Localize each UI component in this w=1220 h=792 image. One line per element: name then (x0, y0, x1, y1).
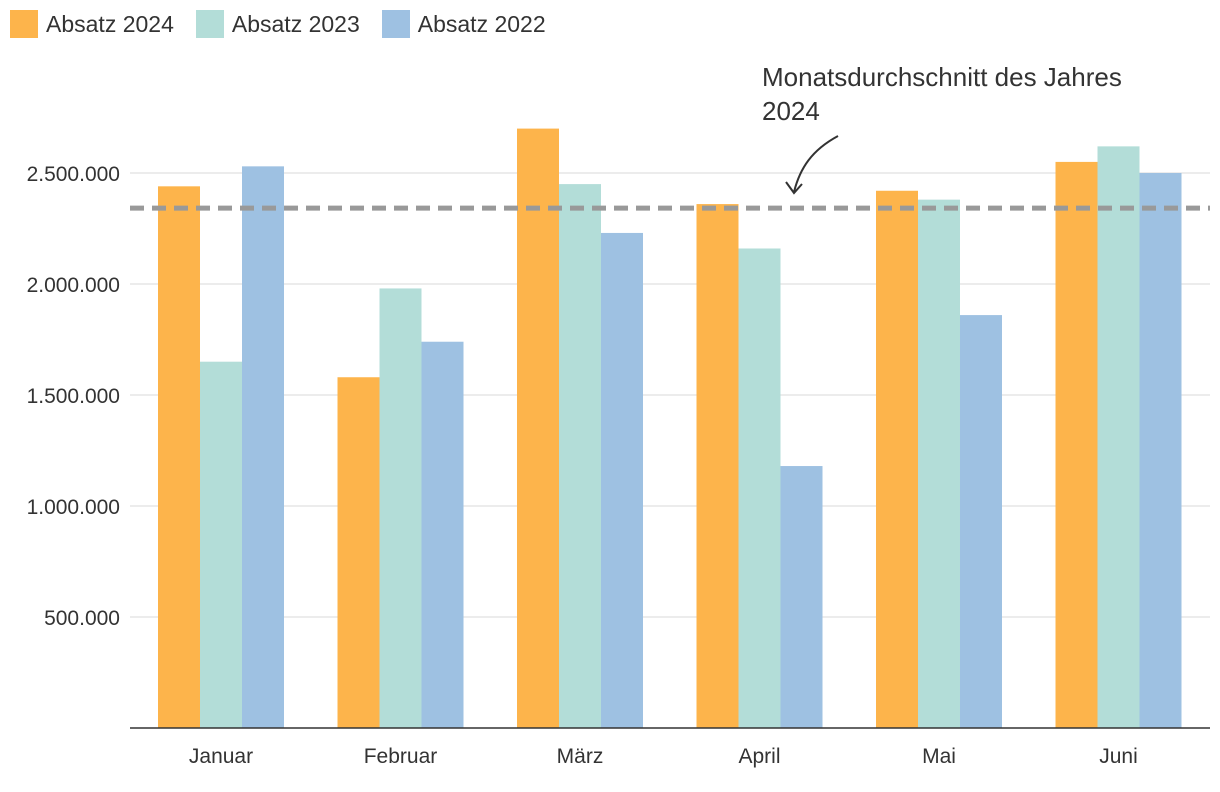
bar-februar-2022[interactable] (421, 341, 464, 728)
legend-swatch-2024 (10, 10, 38, 38)
legend-label-2024: Absatz 2024 (46, 10, 174, 37)
bar-märz-2024[interactable] (517, 128, 559, 729)
bar-mai-2024[interactable] (876, 190, 918, 728)
annotation-arrow (793, 135, 839, 193)
annotation-line-1: Monatsdurchschnitt des Jahres (762, 62, 1122, 92)
y-tick-label: 1.500.000 (27, 385, 120, 408)
bar-juni-2024[interactable] (1055, 161, 1098, 728)
bar-märz-2022[interactable] (601, 232, 643, 728)
bars (158, 128, 1182, 729)
x-tick-label: Februar (364, 745, 438, 768)
y-tick-label: 2.000.000 (27, 274, 120, 297)
x-tick-label: Mai (922, 745, 956, 768)
bar-februar-2024[interactable] (337, 377, 380, 728)
legend-item-2023[interactable]: Absatz 2023 (195, 10, 360, 38)
legend-label-2023: Absatz 2023 (231, 10, 360, 37)
annotation-line-2: 2024 (762, 96, 820, 126)
bar-juni-2023[interactable] (1097, 146, 1140, 729)
legend-swatch-2023 (195, 10, 224, 38)
x-tick-label: April (738, 745, 780, 768)
bar-februar-2023[interactable] (379, 288, 422, 728)
y-tick-label: 1.000.000 (27, 496, 120, 519)
bar-april-2023[interactable] (738, 248, 781, 729)
x-tick-label: März (557, 745, 604, 768)
y-tick-label: 500.000 (44, 607, 120, 630)
bar-januar-2024[interactable] (158, 186, 200, 728)
legend-label-2022: Absatz 2022 (417, 10, 546, 37)
gridlines (130, 172, 1210, 618)
legend: Absatz 2024 Absatz 2023 Absatz 2022 (10, 10, 546, 38)
bar-mai-2022[interactable] (960, 315, 1002, 728)
y-tick-label: 2.500.000 (27, 163, 120, 186)
bar-juni-2022[interactable] (1139, 173, 1182, 728)
bar-mai-2023[interactable] (918, 199, 960, 728)
x-tick-label: Januar (189, 745, 253, 768)
bar-januar-2023[interactable] (200, 361, 242, 728)
x-tick-label: Juni (1099, 745, 1138, 768)
bar-april-2024[interactable] (696, 204, 739, 728)
annotation-arrowhead (785, 181, 803, 195)
bar-märz-2023[interactable] (559, 184, 601, 729)
bar-januar-2022[interactable] (242, 166, 284, 729)
legend-swatch-2022 (381, 10, 410, 38)
x-axis: Januar Februar März April Mai Juni (130, 727, 1210, 768)
legend-item-2022[interactable]: Absatz 2022 (381, 10, 546, 38)
legend-item-2024[interactable]: Absatz 2024 (10, 10, 174, 38)
y-axis: 500.000 1.000.000 1.500.000 2.000.000 2.500.… (27, 163, 120, 630)
annotation: Monatsdurchschnitt des Jahres 2024 (762, 62, 1122, 195)
bar-april-2022[interactable] (780, 466, 823, 728)
